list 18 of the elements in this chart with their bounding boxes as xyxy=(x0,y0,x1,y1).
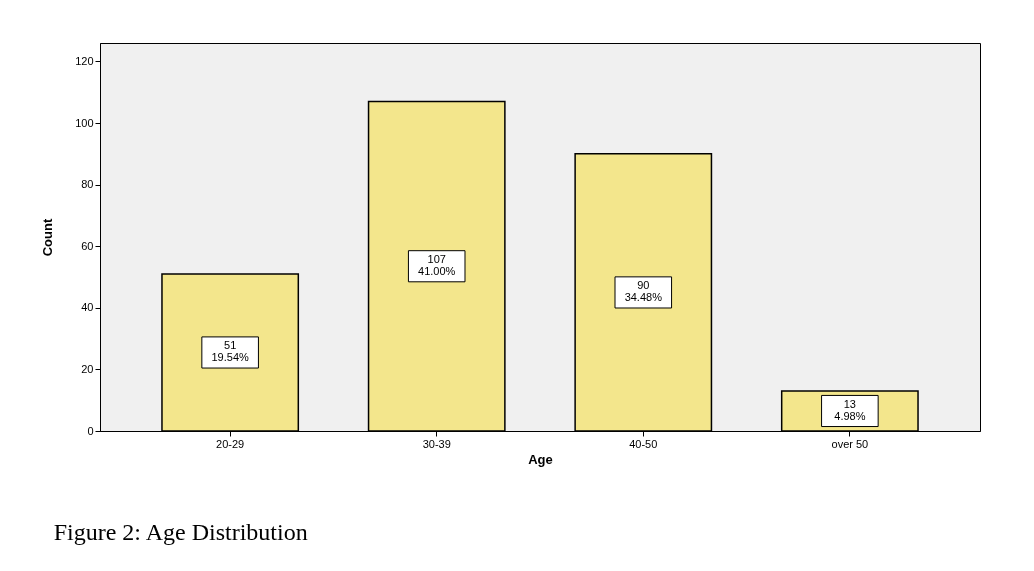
y-tick-label: 20 xyxy=(81,362,94,375)
data-label: 51 19.54% xyxy=(211,339,250,364)
y-tick-label: 40 xyxy=(81,301,94,314)
x-tick-label: 30-39 xyxy=(422,437,451,450)
x-tick-label: over 50 xyxy=(831,437,869,450)
data-label: 13 4.98% xyxy=(834,397,866,422)
y-tick-label: 100 xyxy=(75,116,94,129)
y-axis-title: Count xyxy=(40,218,56,257)
x-tick-label: 40-50 xyxy=(629,437,658,450)
data-label: 107 41.00% xyxy=(418,253,456,278)
data-label: 90 34.48% xyxy=(624,279,663,304)
y-tick-label: 0 xyxy=(87,424,94,437)
x-tick-label: 20-29 xyxy=(216,437,245,450)
x-axis-title: Age xyxy=(528,451,553,467)
caption: Figure 2: Age Distribution xyxy=(53,519,308,545)
y-tick-label: 60 xyxy=(81,239,94,252)
y-tick-label: 80 xyxy=(81,178,94,191)
y-tick-label: 120 xyxy=(75,54,94,67)
